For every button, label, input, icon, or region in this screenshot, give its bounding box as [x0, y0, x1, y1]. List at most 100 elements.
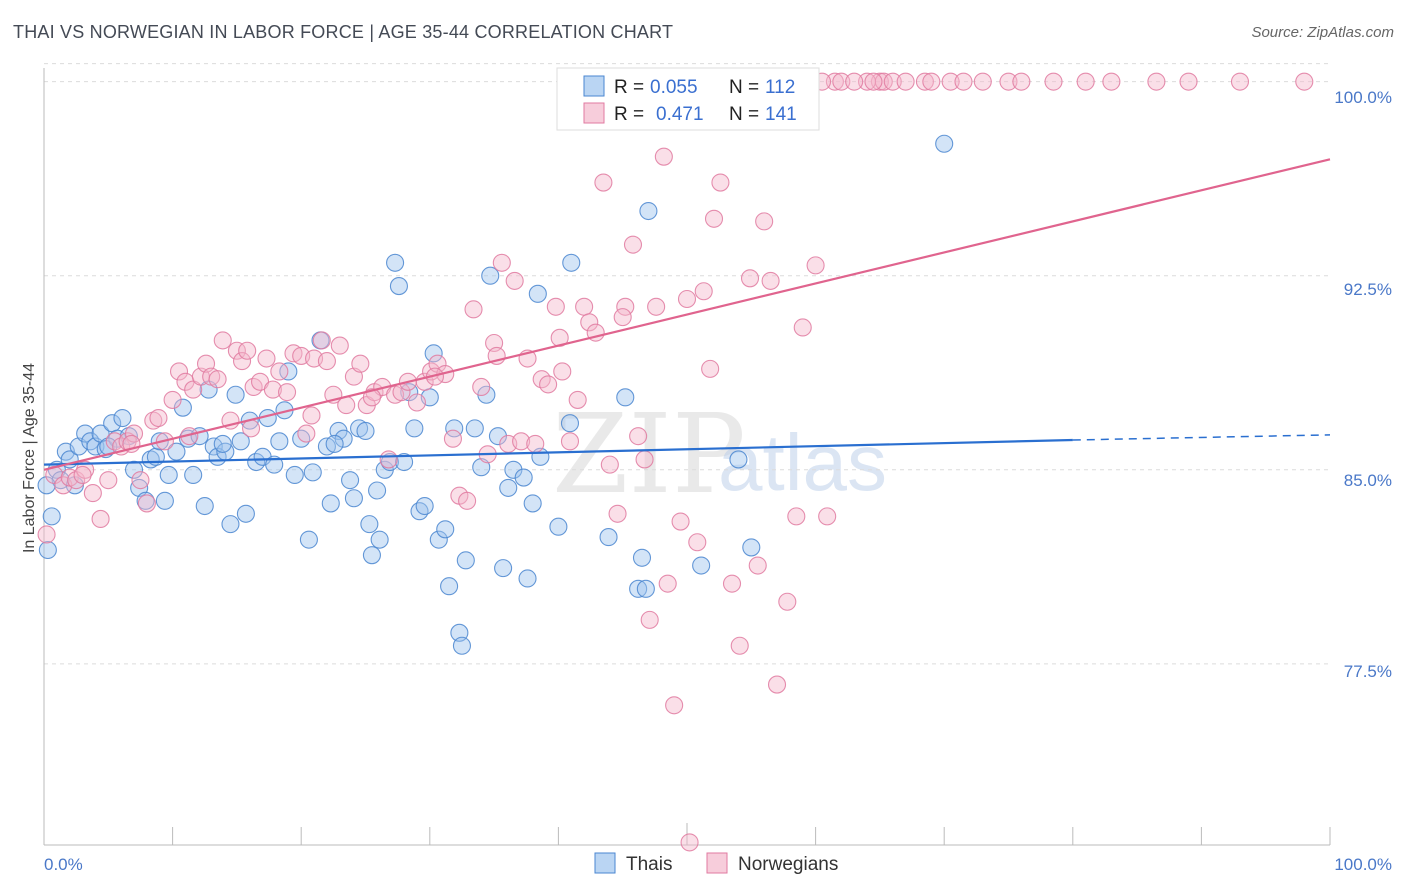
- data-point: [124, 424, 144, 443]
- data-point: [523, 494, 542, 513]
- data-point: [594, 173, 613, 192]
- data-point: [553, 362, 572, 381]
- data-point: [149, 408, 168, 428]
- data-point: [539, 375, 558, 394]
- trend-line-norwegians: [43, 158, 1331, 471]
- data-point: [362, 546, 381, 565]
- data-point: [864, 72, 883, 91]
- data-point: [629, 427, 648, 446]
- data-point: [278, 383, 297, 402]
- y-tick-label: 100.0%: [1334, 88, 1392, 107]
- data-point: [195, 496, 214, 516]
- data-point: [465, 419, 484, 438]
- bottom-legend-swatch-thais: [594, 852, 616, 874]
- data-point: [226, 385, 245, 404]
- thais-points: [37, 134, 954, 655]
- data-point: [639, 201, 658, 221]
- data-point: [213, 331, 232, 350]
- data-point: [504, 460, 523, 479]
- data-point: [1012, 72, 1031, 91]
- data-point: [368, 481, 387, 500]
- data-point: [241, 419, 261, 438]
- data-point: [616, 297, 635, 316]
- data-point: [137, 494, 156, 513]
- data-point: [270, 362, 289, 381]
- data-point: [1147, 72, 1166, 91]
- data-point: [389, 277, 408, 296]
- data-point: [632, 548, 652, 567]
- data-point: [263, 380, 282, 399]
- data-point: [1230, 72, 1250, 91]
- data-point: [270, 432, 289, 451]
- data-point: [806, 256, 825, 275]
- data-point: [499, 478, 518, 497]
- data-point: [292, 429, 311, 448]
- data-point: [37, 525, 56, 544]
- data-point: [370, 530, 389, 549]
- data-point: [73, 465, 92, 485]
- data-point: [636, 579, 655, 598]
- data-point: [325, 434, 344, 453]
- data-point: [941, 72, 960, 91]
- data-point: [144, 411, 163, 430]
- data-point: [227, 341, 246, 360]
- data-point: [131, 471, 150, 490]
- data-point: [173, 398, 192, 417]
- data-point: [665, 696, 684, 715]
- data-point: [677, 289, 697, 309]
- data-point: [330, 336, 349, 355]
- data-point: [623, 235, 643, 254]
- data-point: [302, 406, 321, 425]
- legend-swatch-thais: [583, 75, 605, 97]
- data-point: [236, 504, 255, 523]
- data-point: [76, 460, 95, 479]
- legend-n-label-thais: N =: [729, 77, 759, 98]
- legend-r-value-norwegians: 0.471: [656, 104, 704, 125]
- data-point: [922, 72, 941, 91]
- data-point: [1044, 72, 1063, 91]
- data-point: [113, 408, 132, 428]
- data-point: [257, 349, 276, 368]
- data-point: [600, 455, 619, 474]
- y-tick-label: 77.5%: [1344, 662, 1392, 681]
- data-point: [303, 463, 322, 482]
- data-point: [658, 574, 677, 593]
- bottom-legend-label-norwegians: Norwegians: [738, 854, 838, 875]
- data-point: [688, 533, 707, 552]
- data-point: [857, 72, 877, 91]
- data-point: [38, 540, 57, 560]
- bottom-legend: Thais Norwegians: [594, 852, 838, 875]
- data-point: [443, 429, 462, 448]
- norwegians-points: [37, 72, 1314, 852]
- data-point: [560, 414, 580, 433]
- data-point: [208, 370, 227, 389]
- data-point: [599, 528, 618, 547]
- data-point: [671, 512, 690, 531]
- data-point: [297, 424, 316, 443]
- data-point: [742, 538, 761, 557]
- legend-n-value-norwegians: 141: [765, 104, 797, 125]
- data-point: [429, 530, 448, 549]
- data-point: [999, 72, 1018, 91]
- data-point: [692, 556, 711, 575]
- data-point: [405, 419, 424, 438]
- legend-r-label-thais: R =: [614, 77, 644, 98]
- data-point: [711, 173, 730, 192]
- data-point: [285, 465, 304, 485]
- data-point: [729, 450, 748, 469]
- data-point: [1076, 72, 1095, 91]
- data-point: [793, 318, 812, 337]
- bottom-legend-swatch-norwegians: [706, 852, 728, 874]
- data-point: [169, 362, 189, 381]
- data-point: [488, 427, 508, 446]
- data-point: [647, 297, 666, 316]
- data-point: [701, 359, 720, 378]
- data-point: [362, 388, 381, 407]
- data-point: [238, 341, 257, 360]
- data-point: [722, 574, 742, 593]
- data-point: [321, 494, 340, 513]
- data-point: [748, 556, 767, 575]
- data-point: [494, 559, 513, 578]
- data-point: [312, 331, 331, 350]
